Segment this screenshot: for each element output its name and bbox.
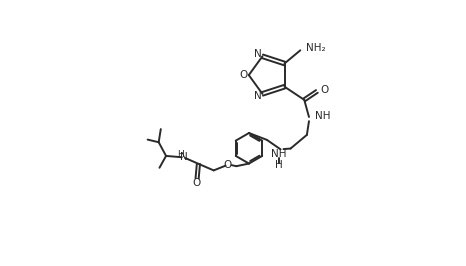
Text: O: O [224,160,232,170]
Text: NH: NH [272,149,287,159]
Text: NH: NH [315,111,331,121]
Text: N: N [254,49,261,59]
Text: H: H [177,149,184,159]
Text: NH₂: NH₂ [306,43,326,53]
Text: N: N [254,91,261,101]
Text: H: H [275,160,283,170]
Text: O: O [192,178,201,188]
Text: N: N [180,152,188,162]
Text: O: O [320,85,328,95]
Text: O: O [239,70,247,80]
